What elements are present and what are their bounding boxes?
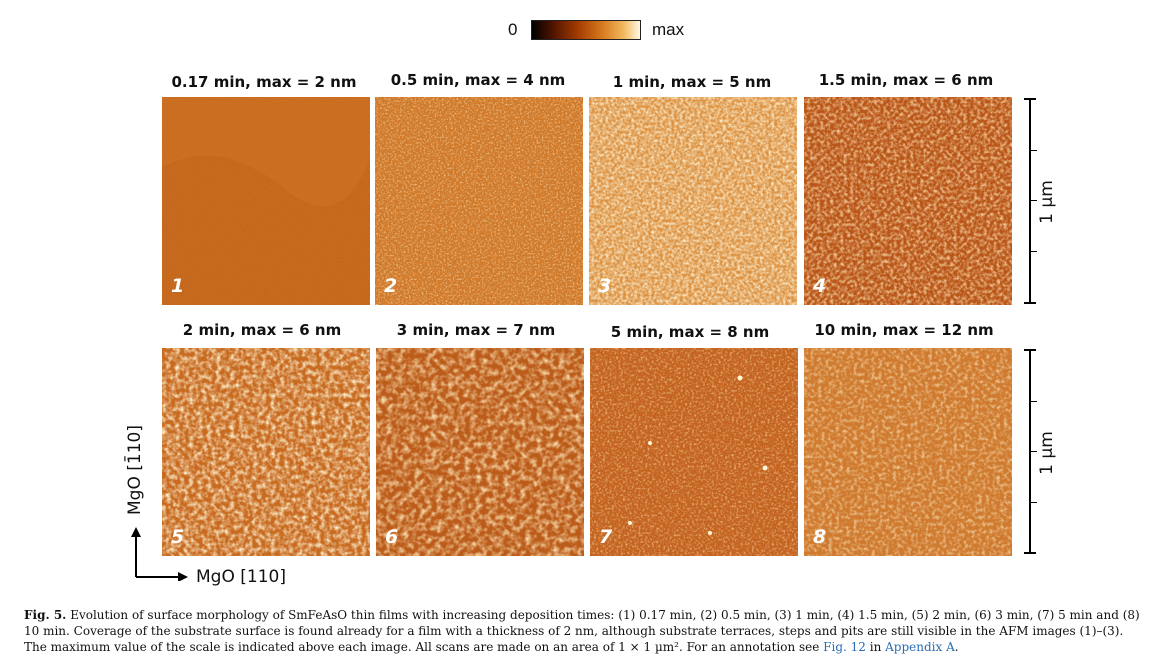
panel-title-6: 3 min, max = 7 nm: [396, 321, 556, 339]
scale-bar-1-cap-bottom: [1024, 302, 1036, 304]
panel-title-1: 0.17 min, max = 2 nm: [171, 73, 357, 91]
panel-number-7: 7: [599, 526, 613, 548]
panel-title-7: 5 min, max = 8 nm: [610, 323, 770, 341]
colorbar: [531, 20, 641, 40]
panel-title-2: 0.5 min, max = 4 nm: [390, 71, 566, 89]
colorbar-max-label: max: [652, 20, 685, 39]
afm-image-7: 7: [590, 348, 798, 556]
caption-text-2: in: [865, 640, 886, 654]
afm-image-8: 8: [804, 348, 1012, 556]
scale-bar-2-tick: [1030, 401, 1037, 402]
figure-caption: Fig. 5. Evolution of surface morphology …: [24, 607, 1144, 655]
panel-number-8: 8: [813, 526, 827, 548]
scale-bar-1-tick: [1030, 150, 1037, 151]
colorbar-min-label: 0: [508, 20, 518, 39]
afm-image-4: 4: [804, 97, 1012, 305]
panel-title-4: 1.5 min, max = 6 nm: [818, 71, 994, 89]
scale-bar-1-label: 1 µm: [1037, 180, 1057, 224]
panel-number-2: 2: [384, 275, 398, 297]
appendix-link[interactable]: Appendix A: [885, 640, 955, 654]
arrow-up-icon: [131, 527, 141, 537]
scale-bar-2-tick: [1030, 451, 1037, 452]
panel-title-3: 1 min, max = 5 nm: [612, 73, 772, 91]
axis-horizontal-label: MgO [110]: [196, 567, 286, 587]
afm-image-3: 3: [589, 97, 797, 305]
afm-image-6: 6: [376, 348, 584, 556]
scale-bar-1: [1029, 99, 1031, 303]
panel-number-4: 4: [813, 275, 827, 297]
caption-text-3: .: [954, 640, 959, 654]
scale-bar-1-tick: [1030, 200, 1037, 201]
scale-bar-1-tick: [1030, 251, 1037, 252]
afm-image-1: 1: [162, 97, 370, 305]
figure-label: Fig. 5.: [24, 608, 67, 622]
caption-text: Evolution of surface morphology of SmFeA…: [24, 608, 1140, 654]
scale-bar-2-tick: [1030, 502, 1037, 503]
axis-arrows: [131, 527, 188, 581]
scale-bar-2-cap-top: [1024, 349, 1036, 351]
panel-number-6: 6: [385, 526, 399, 548]
panel-number-1: 1: [171, 275, 185, 297]
scale-bar-1-cap-top: [1024, 98, 1036, 100]
panel-number-3: 3: [598, 275, 612, 297]
figure-link[interactable]: Fig. 12: [823, 640, 866, 654]
scale-bar-2-label: 1 µm: [1037, 431, 1057, 475]
arrow-right-icon: [178, 572, 188, 581]
afm-image-5: 5: [162, 348, 370, 556]
panel-number-5: 5: [171, 526, 185, 548]
panel-title-5: 2 min, max = 6 nm: [182, 321, 342, 339]
axis-vertical-label: MgO [1̄10]: [125, 425, 145, 515]
panel-title-8: 10 min, max = 12 nm: [814, 321, 994, 339]
afm-image-2: 2: [375, 97, 583, 305]
scale-bar-2-cap-bottom: [1024, 552, 1036, 554]
